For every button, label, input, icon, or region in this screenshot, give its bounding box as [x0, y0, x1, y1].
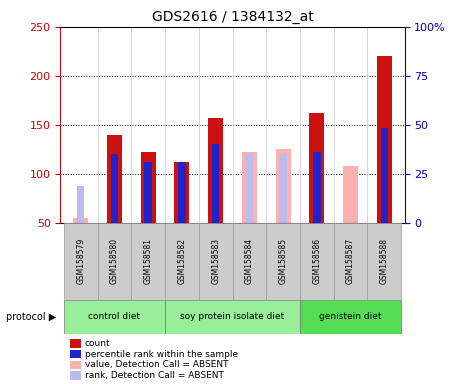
- Bar: [343, 166, 358, 223]
- FancyBboxPatch shape: [334, 223, 367, 300]
- Bar: [276, 149, 291, 223]
- Bar: [242, 152, 257, 223]
- Bar: [313, 152, 321, 223]
- Text: GSM158583: GSM158583: [211, 238, 220, 284]
- Text: percentile rank within the sample: percentile rank within the sample: [85, 349, 238, 359]
- Text: control diet: control diet: [88, 312, 140, 321]
- Text: GSM158581: GSM158581: [144, 238, 153, 284]
- FancyBboxPatch shape: [64, 223, 98, 300]
- FancyBboxPatch shape: [367, 223, 401, 300]
- FancyBboxPatch shape: [199, 223, 232, 300]
- Text: GSM158587: GSM158587: [346, 238, 355, 284]
- Bar: [279, 154, 287, 223]
- Text: GSM158588: GSM158588: [380, 238, 389, 284]
- Bar: [165, 300, 300, 334]
- Bar: [144, 162, 152, 223]
- Bar: [212, 144, 219, 223]
- Bar: [73, 218, 88, 223]
- Text: protocol ▶: protocol ▶: [6, 312, 56, 322]
- Text: GSM158582: GSM158582: [177, 238, 186, 284]
- FancyBboxPatch shape: [266, 223, 300, 300]
- FancyBboxPatch shape: [131, 223, 165, 300]
- FancyBboxPatch shape: [165, 223, 199, 300]
- Text: GSM158585: GSM158585: [279, 238, 288, 284]
- Bar: [246, 154, 253, 223]
- Text: GSM158586: GSM158586: [312, 238, 321, 284]
- Text: count: count: [85, 339, 110, 348]
- Bar: [178, 162, 186, 223]
- Text: GSM158579: GSM158579: [76, 238, 85, 284]
- FancyBboxPatch shape: [98, 223, 131, 300]
- Text: GSM158580: GSM158580: [110, 238, 119, 284]
- Bar: [64, 300, 165, 334]
- Text: genistein diet: genistein diet: [319, 312, 382, 321]
- Text: rank, Detection Call = ABSENT: rank, Detection Call = ABSENT: [85, 371, 224, 380]
- FancyBboxPatch shape: [300, 223, 334, 300]
- Text: soy protein isolate diet: soy protein isolate diet: [180, 312, 285, 321]
- Text: value, Detection Call = ABSENT: value, Detection Call = ABSENT: [85, 360, 228, 369]
- Bar: [300, 300, 401, 334]
- Bar: [377, 56, 392, 223]
- Bar: [111, 154, 118, 223]
- Bar: [174, 162, 190, 223]
- Bar: [380, 128, 388, 223]
- Bar: [140, 152, 156, 223]
- Text: GSM158584: GSM158584: [245, 238, 254, 284]
- Bar: [107, 135, 122, 223]
- Bar: [208, 118, 223, 223]
- Bar: [309, 113, 325, 223]
- Bar: [77, 185, 85, 223]
- FancyBboxPatch shape: [232, 223, 266, 300]
- Title: GDS2616 / 1384132_at: GDS2616 / 1384132_at: [152, 10, 313, 25]
